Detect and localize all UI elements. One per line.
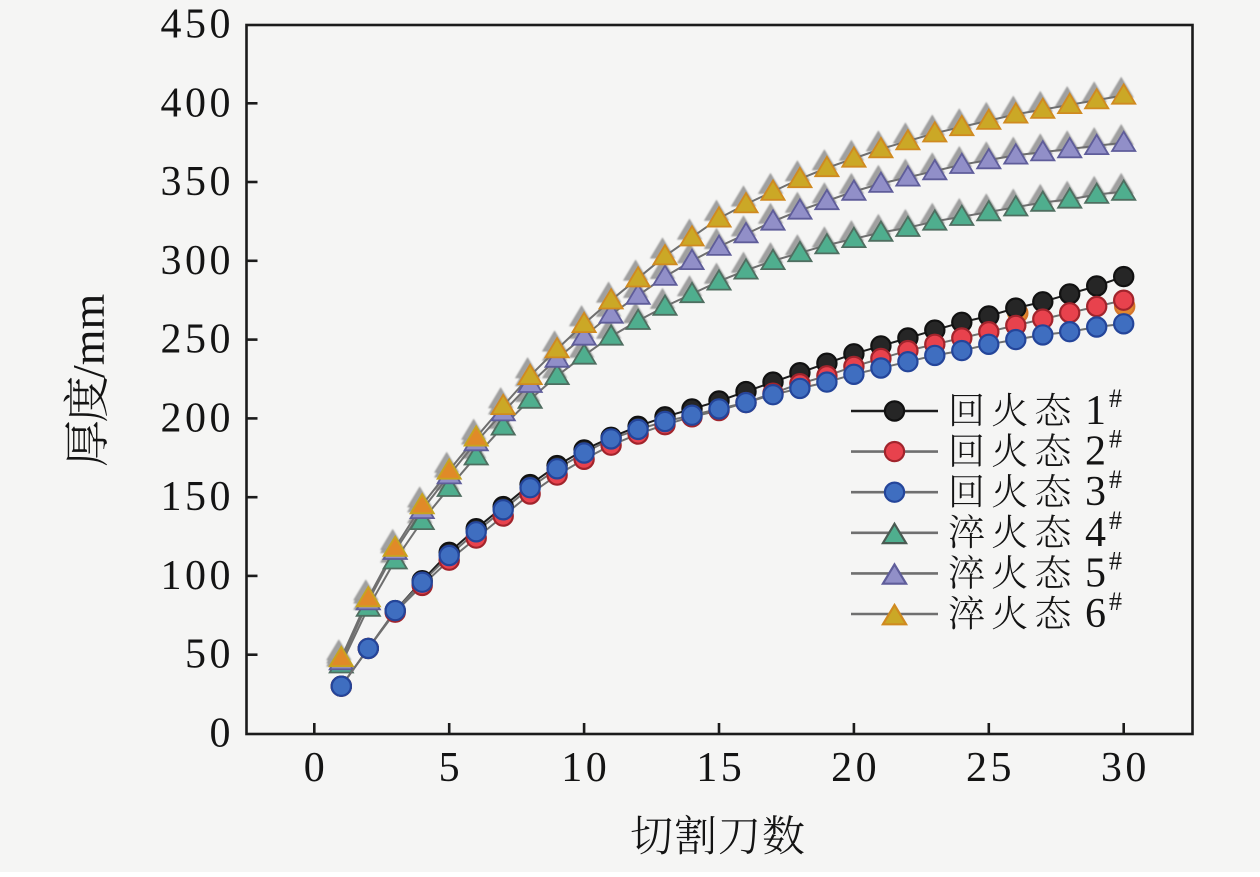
svg-text:10: 10 xyxy=(561,745,610,791)
svg-text:150: 150 xyxy=(161,474,235,520)
svg-text:#: # xyxy=(1109,465,1122,494)
svg-text:6: 6 xyxy=(1085,591,1106,637)
svg-text:/mm: /mm xyxy=(63,293,114,378)
svg-text:0: 0 xyxy=(210,711,235,757)
svg-text:450: 450 xyxy=(161,2,235,48)
svg-text:300: 300 xyxy=(161,238,235,284)
svg-text:350: 350 xyxy=(161,159,235,205)
svg-text:30: 30 xyxy=(1101,745,1150,791)
svg-text:200: 200 xyxy=(161,395,235,441)
svg-text:#: # xyxy=(1109,384,1122,413)
svg-text:#: # xyxy=(1109,546,1122,575)
svg-text:2: 2 xyxy=(1085,429,1106,475)
svg-text:3: 3 xyxy=(1085,469,1106,515)
svg-text:20: 20 xyxy=(831,745,880,791)
svg-text:5: 5 xyxy=(439,745,464,791)
svg-text:4: 4 xyxy=(1085,510,1106,556)
svg-text:25: 25 xyxy=(966,745,1015,791)
svg-text:0: 0 xyxy=(304,745,329,791)
svg-text:400: 400 xyxy=(161,80,235,126)
svg-text:1: 1 xyxy=(1085,388,1106,434)
svg-text:5: 5 xyxy=(1085,550,1106,596)
svg-text:50: 50 xyxy=(185,632,234,678)
svg-text:250: 250 xyxy=(161,317,235,363)
svg-text:#: # xyxy=(1109,587,1122,616)
svg-text:#: # xyxy=(1109,506,1122,535)
svg-text:#: # xyxy=(1109,425,1122,454)
svg-text:15: 15 xyxy=(696,745,745,791)
svg-text:100: 100 xyxy=(161,553,235,599)
